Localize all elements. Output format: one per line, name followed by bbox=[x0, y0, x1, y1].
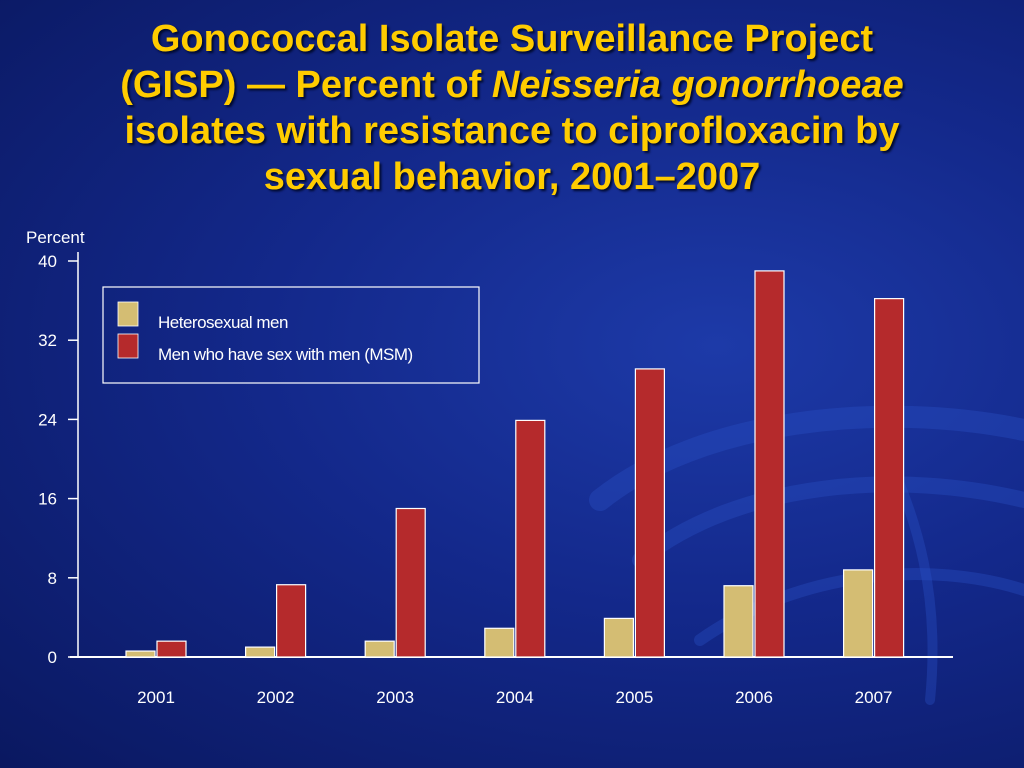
y-tick-label: 16 bbox=[38, 490, 57, 509]
bar-heterosexual bbox=[364, 640, 395, 658]
legend: Heterosexual men Men who have sex with m… bbox=[102, 286, 480, 384]
x-tick-label: 2007 bbox=[855, 688, 893, 707]
y-tick-label: 24 bbox=[38, 410, 57, 429]
x-tick-label: 2003 bbox=[376, 688, 414, 707]
y-tick-label: 32 bbox=[38, 331, 57, 350]
y-axis-label: Percent bbox=[26, 228, 85, 247]
legend-box bbox=[102, 286, 480, 384]
bar-msm bbox=[515, 419, 546, 658]
bar-msm bbox=[873, 298, 905, 658]
title-line-3: isolates with resistance to ciprofloxaci… bbox=[124, 110, 900, 152]
chart-title: Gonococcal Isolate Surveillance Project … bbox=[20, 16, 1004, 200]
bar-msm bbox=[156, 640, 187, 658]
bar-msm bbox=[634, 368, 666, 658]
x-tick-label: 2006 bbox=[735, 688, 773, 707]
title-line-2-italic: Neisseria gonorrhoeae bbox=[491, 64, 904, 106]
y-tick-label: 40 bbox=[38, 252, 57, 271]
y-tick-label: 0 bbox=[48, 648, 57, 667]
x-tick-label: 2004 bbox=[496, 688, 534, 707]
y-ticks: 0 8 16 24 32 40 bbox=[38, 252, 78, 667]
title-line-2-text: (GISP) — Percent of bbox=[120, 64, 492, 106]
legend-label-heterosexual: Heterosexual men bbox=[158, 313, 288, 332]
title-line-1: Gonococcal Isolate Surveillance Project bbox=[150, 18, 874, 60]
bar-msm bbox=[754, 270, 785, 658]
x-tick-label: 2002 bbox=[257, 688, 295, 707]
x-ticks: 2001 2002 2003 2004 2005 2006 2007 bbox=[137, 688, 892, 707]
bar-heterosexual bbox=[245, 646, 276, 658]
bars bbox=[125, 270, 905, 658]
y-tick-label: 8 bbox=[48, 569, 57, 588]
bar-heterosexual bbox=[603, 617, 635, 658]
title-line-4: sexual behavior, 2001–2007 bbox=[263, 156, 761, 198]
bar-heterosexual bbox=[125, 650, 156, 658]
legend-swatch-heterosexual bbox=[117, 301, 139, 327]
bar-heterosexual bbox=[484, 627, 515, 658]
x-tick-label: 2001 bbox=[137, 688, 175, 707]
bar-msm bbox=[395, 507, 426, 658]
x-tick-label: 2005 bbox=[615, 688, 653, 707]
title-line-2: (GISP) — Percent of Neisseria gonorrhoea… bbox=[20, 62, 1004, 108]
bar-heterosexual bbox=[842, 569, 874, 658]
bar-heterosexual bbox=[723, 585, 754, 658]
bar-msm bbox=[276, 584, 307, 658]
legend-swatch-msm bbox=[117, 333, 139, 359]
legend-label-msm: Men who have sex with men (MSM) bbox=[158, 345, 413, 364]
